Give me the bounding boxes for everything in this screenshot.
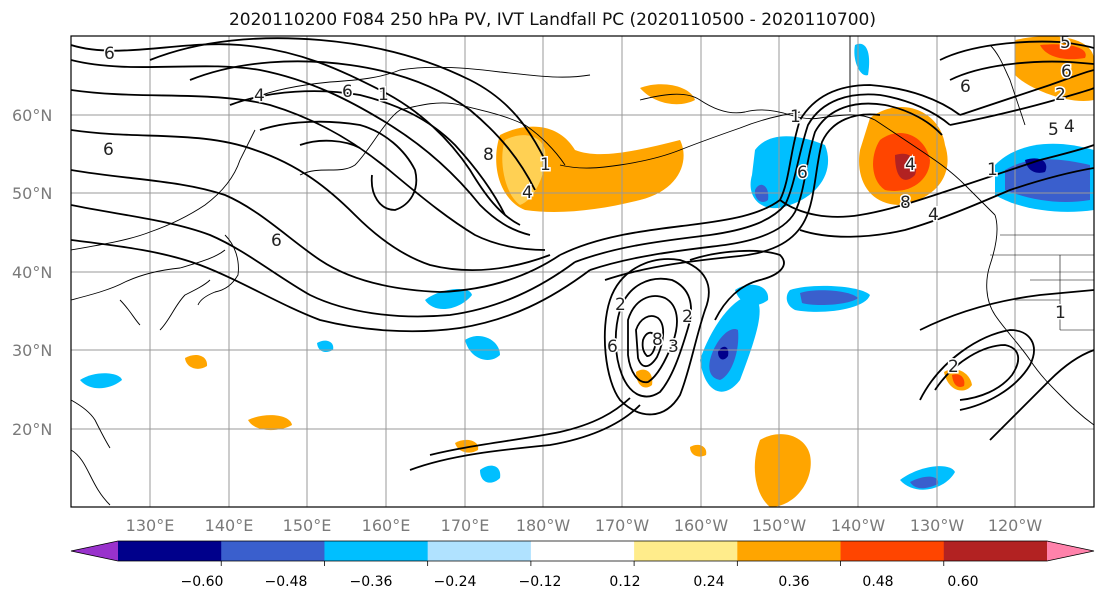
lon-label: 160°W: [674, 516, 729, 535]
lon-label: 160°E: [362, 516, 411, 535]
colorbar: [70, 540, 1095, 566]
lon-label: 130°E: [126, 516, 175, 535]
contour-label: 4: [522, 183, 533, 203]
contour-label: 4: [905, 155, 916, 175]
contour-label: 1: [1055, 303, 1066, 323]
pv-contours: [71, 37, 1094, 471]
contour-label: 6: [960, 77, 971, 97]
contour-label: 6: [103, 140, 114, 160]
colorbar-segment: [427, 541, 532, 561]
longitude-labels: 130°E 140°E 150°E 160°E 170°E 180°W 170°…: [126, 516, 1043, 535]
graticule: [71, 36, 1094, 507]
colorbar-outline: [70, 540, 1095, 562]
colorbar-tick-label: −0.48: [265, 574, 308, 590]
colorbar-segment: [737, 541, 842, 561]
contour-label: 8: [900, 193, 911, 213]
colorbar-segment: [943, 541, 1048, 561]
colorbar-segment: [221, 541, 325, 561]
colorbar-segment: [634, 541, 738, 561]
latitude-labels: 60°N 50°N 40°N 30°N 20°N: [12, 106, 52, 439]
colorbar-tick-label: −0.24: [434, 574, 477, 590]
contour-label: 6: [607, 337, 618, 357]
map-frame: [70, 35, 1095, 508]
contour-label: 5: [1060, 33, 1071, 53]
colorbar-segment: [530, 541, 635, 561]
colorbar-tick-label: −0.12: [519, 574, 562, 590]
contour-label: 8: [483, 145, 494, 165]
contour-label: 1: [378, 85, 389, 105]
contour-label: 1: [540, 155, 551, 175]
contour-label: 2: [682, 307, 693, 327]
lon-label: 170°W: [595, 516, 650, 535]
lon-label: 130°W: [910, 516, 965, 535]
colorbar-tick-label: 0.12: [609, 574, 640, 590]
contour-label: 1: [987, 160, 998, 180]
colorbar-tick-label: 0.24: [693, 574, 724, 590]
contour-label: 4: [254, 86, 265, 106]
lat-label: 50°N: [12, 184, 52, 203]
contour-label: 4: [1064, 117, 1075, 137]
contour-label: 8: [652, 330, 663, 350]
colorbar-tick-label: 0.48: [862, 574, 893, 590]
lon-label: 150°E: [283, 516, 332, 535]
map-title: 2020110200 F084 250 hPa PV, IVT Landfall…: [228, 10, 876, 30]
contour-label: 6: [271, 231, 282, 251]
colorbar-segment: [324, 541, 429, 561]
contour-label: 2: [1055, 85, 1066, 105]
lat-label: 20°N: [12, 420, 52, 439]
contour-label: 5: [1048, 120, 1059, 140]
colorbar-extend-low: [71, 541, 118, 561]
colorbar-tick-label: −0.36: [350, 574, 393, 590]
contour-labels: 6 4 6 1 8 6 1 4 6 1 6 5 4 5 2 8 4 1 4 6 …: [102, 33, 1077, 379]
lat-label: 40°N: [12, 263, 52, 282]
contour-label: 4: [928, 205, 939, 225]
contour-label: 6: [1061, 62, 1072, 82]
coastlines: [71, 36, 1094, 506]
colorbar-extend-high: [1047, 541, 1094, 561]
lon-label: 180°W: [516, 516, 571, 535]
contour-label: 1: [790, 107, 801, 127]
contour-label: 6: [797, 163, 808, 183]
lon-label: 170°E: [441, 516, 490, 535]
contour-label: 3: [668, 337, 679, 357]
lon-label: 140°E: [205, 516, 254, 535]
lon-label: 150°W: [752, 516, 807, 535]
colorbar-tick-label: 0.60: [947, 574, 978, 590]
lon-label: 140°W: [831, 516, 886, 535]
colorbar-tick-label: 0.36: [778, 574, 809, 590]
colorbar-tick-label: −0.60: [181, 574, 224, 590]
colorbar-segment: [840, 541, 945, 561]
lat-label: 60°N: [12, 106, 52, 125]
colorbar-segment: [118, 541, 222, 561]
contour-label: 2: [615, 295, 626, 315]
lon-label: 120°W: [988, 516, 1043, 535]
contour-label: 6: [104, 44, 115, 64]
contour-label: 6: [342, 82, 353, 102]
cutoff-low-contour: [603, 258, 710, 416]
lat-label: 30°N: [12, 341, 52, 360]
colorbar-tick-labels: −0.60 −0.48 −0.36 −0.24 −0.12 0.12 0.24 …: [181, 574, 979, 590]
contour-label: 2: [948, 357, 959, 377]
